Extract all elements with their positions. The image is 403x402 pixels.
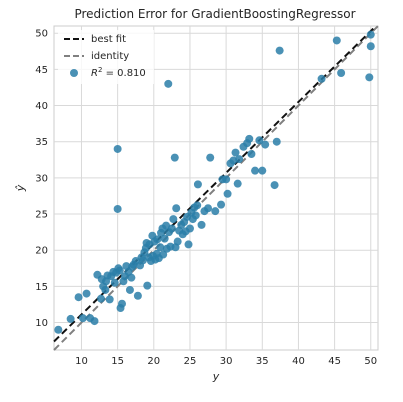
data-point (127, 273, 136, 282)
data-point (247, 150, 256, 159)
data-point (82, 289, 91, 298)
data-point (197, 220, 206, 229)
data-point (173, 237, 182, 246)
legend-identity-label: identity (91, 51, 129, 62)
x-tick-label: 15 (111, 356, 124, 367)
data-point (217, 200, 226, 209)
data-point (222, 175, 231, 184)
legend: best fit identity R2 = 0.810 (58, 30, 154, 84)
data-point (270, 181, 279, 190)
data-point (117, 299, 126, 308)
data-point (101, 285, 110, 294)
y-tick-label: 15 (35, 282, 48, 293)
y-tick-label: 25 (35, 210, 48, 221)
y-tick-label: 35 (35, 137, 48, 148)
x-tick-label: 35 (256, 356, 269, 367)
y-axis-label: ŷ (14, 184, 27, 192)
data-point (191, 211, 200, 220)
data-point (245, 134, 254, 143)
data-point (66, 314, 75, 323)
data-point (110, 278, 119, 287)
data-point (193, 201, 202, 210)
x-tick-label: 50 (364, 356, 377, 367)
data-point (206, 153, 215, 162)
data-point (90, 317, 99, 326)
data-point (97, 294, 106, 303)
data-point (261, 140, 270, 149)
data-point (211, 207, 220, 216)
data-point (317, 74, 326, 83)
y-tick-label: 20 (35, 246, 48, 257)
data-point (113, 204, 122, 213)
x-tick-label: 20 (147, 356, 160, 367)
data-point (332, 36, 341, 45)
data-point (184, 240, 193, 249)
x-tick-label: 40 (292, 356, 305, 367)
y-tick-label: 30 (35, 173, 48, 184)
x-tick-labels: 10 15 20 25 30 35 40 45 50 (75, 356, 377, 367)
data-point (160, 234, 169, 243)
data-point (255, 136, 264, 145)
data-point (78, 314, 87, 323)
data-point (115, 266, 124, 275)
data-point (366, 42, 375, 51)
data-point (54, 325, 63, 334)
data-point (235, 155, 244, 164)
data-point (170, 153, 179, 162)
data-point (365, 73, 374, 82)
data-point (231, 148, 240, 157)
data-point (164, 79, 173, 88)
y-tick-label: 50 (35, 29, 48, 40)
legend-r2-label: R2 = 0.810 (91, 66, 146, 79)
data-point (337, 69, 346, 78)
data-point (125, 285, 134, 294)
data-point (193, 180, 202, 189)
data-point (272, 137, 281, 146)
data-point (233, 179, 242, 188)
legend-best-fit-label: best fit (91, 34, 126, 45)
data-point (133, 291, 142, 300)
data-point (105, 295, 114, 304)
data-point (251, 166, 260, 175)
data-point (258, 166, 267, 175)
data-point (275, 46, 284, 55)
x-tick-label: 30 (220, 356, 233, 367)
y-tick-label: 40 (35, 101, 48, 112)
legend-r2-marker (70, 69, 78, 77)
x-tick-label: 45 (328, 356, 341, 367)
data-point (172, 204, 181, 213)
scatter-points (54, 30, 375, 334)
x-tick-label: 10 (75, 356, 88, 367)
data-point (366, 30, 375, 39)
data-point (143, 281, 152, 290)
data-point (223, 189, 232, 198)
x-tick-label: 25 (184, 356, 197, 367)
y-tick-label: 45 (35, 65, 48, 76)
data-point (169, 215, 178, 224)
data-point (113, 144, 122, 153)
data-point (185, 224, 194, 233)
y-tick-labels: 10 15 20 25 30 35 40 45 50 (35, 29, 48, 329)
chart-title: Prediction Error for GradientBoostingReg… (74, 7, 355, 21)
data-point (156, 243, 165, 252)
data-point (159, 250, 168, 259)
data-point (153, 235, 162, 244)
data-point (204, 204, 213, 213)
data-point (167, 224, 176, 233)
y-tick-label: 10 (35, 318, 48, 329)
x-axis-label: y (212, 370, 220, 383)
data-point (74, 293, 83, 302)
